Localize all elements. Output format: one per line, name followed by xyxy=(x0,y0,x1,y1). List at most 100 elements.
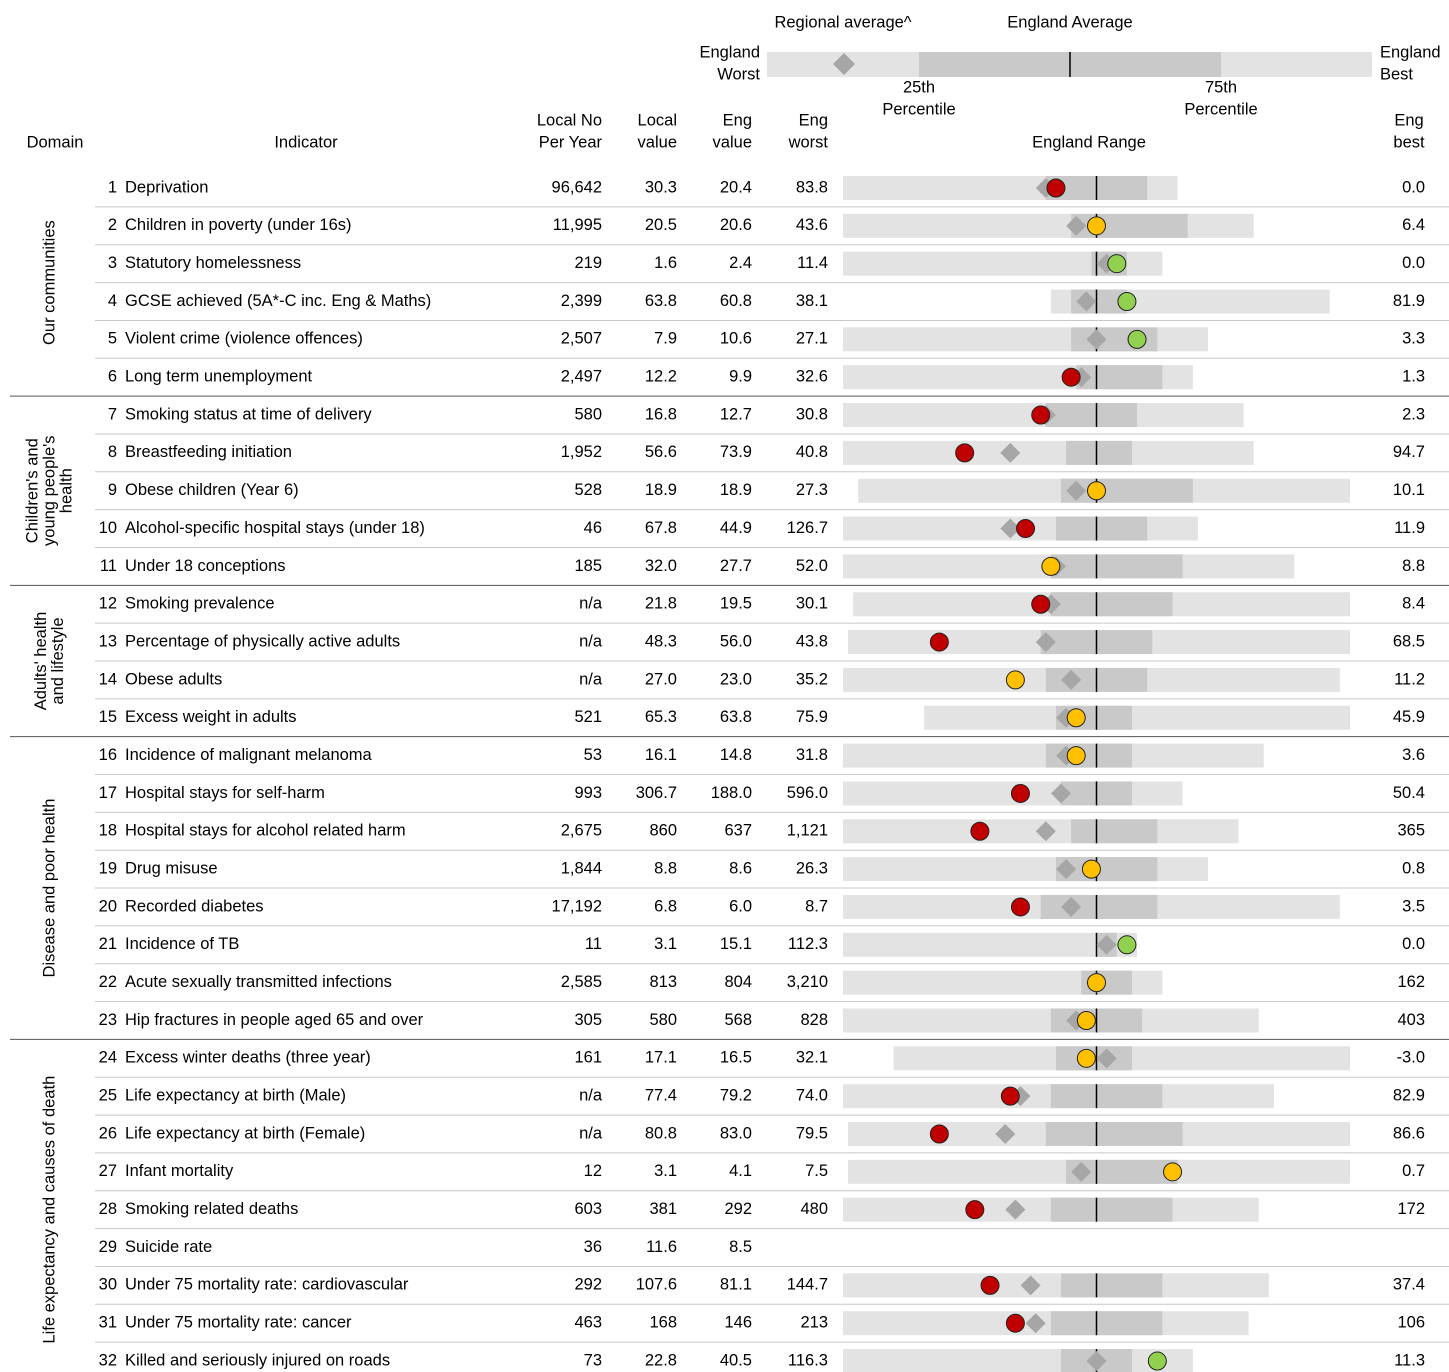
local-value: 107.6 xyxy=(636,1276,677,1294)
england-worst: 27.3 xyxy=(796,481,828,499)
local-number: 292 xyxy=(574,1276,602,1294)
local-marker xyxy=(1010,897,1030,917)
indicator-name: Hospital stays for self-harm xyxy=(125,784,325,802)
england-value: 8.6 xyxy=(729,859,752,877)
england-best: 10.1 xyxy=(1393,481,1425,499)
england-worst: 11.4 xyxy=(797,254,828,272)
england-worst: 83.8 xyxy=(796,178,828,196)
england-best: 50.4 xyxy=(1393,784,1425,802)
row-number: 17 xyxy=(99,784,117,802)
local-marker xyxy=(1076,1048,1096,1068)
england-value: 14.8 xyxy=(720,746,752,764)
local-marker xyxy=(1031,405,1051,425)
domain-label: young people's xyxy=(40,435,58,545)
indicator-name: Life expectancy at birth (Male) xyxy=(125,1087,346,1105)
england-best: 0.0 xyxy=(1402,178,1425,196)
row-number: 5 xyxy=(108,330,117,348)
local-value: 80.8 xyxy=(645,1124,677,1142)
local-marker xyxy=(1066,746,1086,766)
legend-worst-label: England xyxy=(699,43,760,61)
legend-p25-label: Percentile xyxy=(882,100,955,118)
england-value: 292 xyxy=(724,1200,752,1218)
local-number: 305 xyxy=(574,1011,602,1029)
indicator-name: Violent crime (violence offences) xyxy=(125,330,363,348)
indicator-name: Smoking related deaths xyxy=(125,1200,298,1218)
legend xyxy=(767,52,1372,77)
england-value: 40.5 xyxy=(720,1351,752,1369)
iqr-bar xyxy=(1050,1084,1163,1109)
local-value: 27.0 xyxy=(645,670,677,688)
header-eng-value: Eng xyxy=(723,111,752,129)
row-number: 20 xyxy=(99,897,117,915)
england-best: 0.7 xyxy=(1402,1162,1425,1180)
local-number: n/a xyxy=(579,595,603,613)
legend-worst-label: Worst xyxy=(717,65,760,83)
local-marker xyxy=(1061,367,1081,387)
iqr-bar xyxy=(1050,554,1183,579)
range-bar xyxy=(843,213,1254,238)
local-marker xyxy=(1117,292,1137,312)
local-number: 521 xyxy=(574,708,602,726)
england-best: 8.4 xyxy=(1402,595,1425,613)
local-number: 11 xyxy=(585,935,602,953)
header-local-value: value xyxy=(638,133,677,151)
local-marker xyxy=(1000,1086,1020,1106)
local-number: 580 xyxy=(574,405,602,423)
local-value: 306.7 xyxy=(636,784,677,802)
row-number: 25 xyxy=(99,1087,117,1105)
england-value: 27.7 xyxy=(720,557,752,575)
local-value: 16.1 xyxy=(645,746,677,764)
local-marker xyxy=(1147,1351,1167,1371)
row-number: 29 xyxy=(99,1238,117,1256)
row-number: 6 xyxy=(108,368,117,386)
indicator-name: Children in poverty (under 16s) xyxy=(125,216,352,234)
england-worst: 213 xyxy=(800,1314,828,1332)
regional-marker xyxy=(1066,480,1087,501)
england-value: 15.1 xyxy=(720,935,752,953)
legend-p25-label: 25th xyxy=(903,78,935,96)
row-number: 21 xyxy=(99,935,117,953)
header-domain: Domain xyxy=(27,133,84,151)
england-best: -3.0 xyxy=(1397,1049,1425,1067)
iqr-bar xyxy=(1050,1197,1173,1222)
england-best: 0.0 xyxy=(1402,254,1425,272)
england-value: 83.0 xyxy=(720,1124,752,1142)
england-value: 20.4 xyxy=(720,178,752,196)
header-range: England Range xyxy=(1032,133,1146,151)
local-marker xyxy=(970,821,990,841)
legend-p75-label: 75th xyxy=(1205,78,1237,96)
local-value: 20.5 xyxy=(645,216,677,234)
local-marker xyxy=(1031,594,1051,614)
local-value: 1.6 xyxy=(654,254,677,272)
england-worst: 74.0 xyxy=(796,1087,828,1105)
local-marker xyxy=(1163,1162,1183,1182)
england-best: 3.6 xyxy=(1402,746,1425,764)
england-best: 8.8 xyxy=(1402,557,1425,575)
row-number: 30 xyxy=(99,1276,117,1294)
local-marker xyxy=(1066,708,1086,728)
header-eng-worst: Eng xyxy=(799,111,828,129)
iqr-bar xyxy=(1055,516,1148,541)
local-marker xyxy=(1087,216,1106,236)
england-worst: 32.6 xyxy=(796,368,828,386)
row-number: 9 xyxy=(108,481,117,499)
regional-marker xyxy=(1096,1048,1117,1069)
local-value: 21.8 xyxy=(645,595,677,613)
england-value: 188.0 xyxy=(711,784,752,802)
local-marker xyxy=(929,632,949,652)
england-value: 16.5 xyxy=(720,1049,752,1067)
regional-marker xyxy=(1035,632,1056,653)
local-marker xyxy=(1010,783,1030,803)
iqr-bar xyxy=(1045,1122,1183,1146)
row-number: 13 xyxy=(99,632,117,650)
england-best: 11.2 xyxy=(1394,670,1425,688)
local-number: n/a xyxy=(579,1087,603,1105)
england-worst: 79.5 xyxy=(796,1124,828,1142)
local-number: 11,995 xyxy=(553,216,602,234)
indicator-name: Breastfeeding initiation xyxy=(125,443,292,461)
local-marker xyxy=(955,443,975,463)
england-best: 403 xyxy=(1397,1011,1425,1029)
england-value: 23.0 xyxy=(720,670,752,688)
england-worst: 30.1 xyxy=(796,595,828,613)
local-number: n/a xyxy=(579,632,603,650)
